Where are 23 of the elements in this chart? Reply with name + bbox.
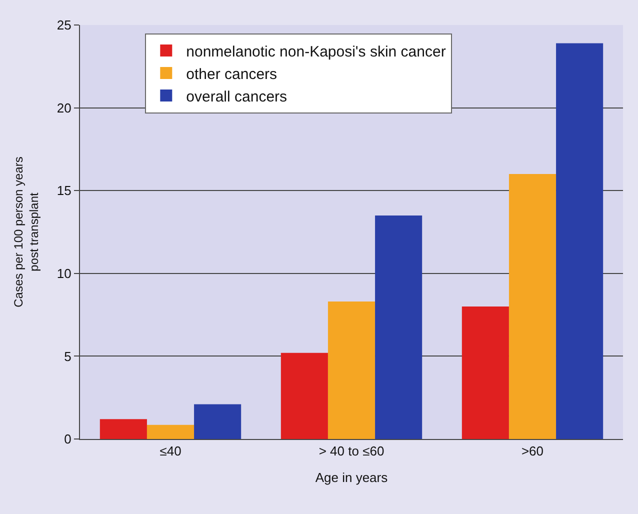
y-tick-label: 20 xyxy=(56,100,72,116)
x-tick-label: >60 xyxy=(521,444,544,459)
legend-label: nonmelanotic non-Kaposi's skin cancer xyxy=(186,43,446,60)
bar xyxy=(146,424,194,439)
y-axis-title: Cases per 100 person years post transplant xyxy=(12,156,42,308)
legend-label: other cancers xyxy=(186,66,278,83)
y-tick-label: 15 xyxy=(56,183,72,198)
bar xyxy=(280,352,328,439)
x-tick-label: ≤40 xyxy=(160,444,182,459)
y-tick-label: 25 xyxy=(56,18,72,33)
bar xyxy=(462,306,509,439)
bar xyxy=(508,174,556,439)
x-axis-title: Age in years xyxy=(315,470,388,486)
bar xyxy=(328,302,376,439)
bar xyxy=(194,404,242,439)
y-tick-label: 10 xyxy=(56,266,72,281)
legend-label: overall cancers xyxy=(186,88,288,106)
bar xyxy=(556,43,604,439)
bar xyxy=(375,215,422,439)
y-tick-label: 0 xyxy=(64,432,72,447)
x-tick-label: > 40 to ≤60 xyxy=(318,444,384,459)
bar xyxy=(100,419,147,439)
y-tick-label: 5 xyxy=(64,348,72,364)
